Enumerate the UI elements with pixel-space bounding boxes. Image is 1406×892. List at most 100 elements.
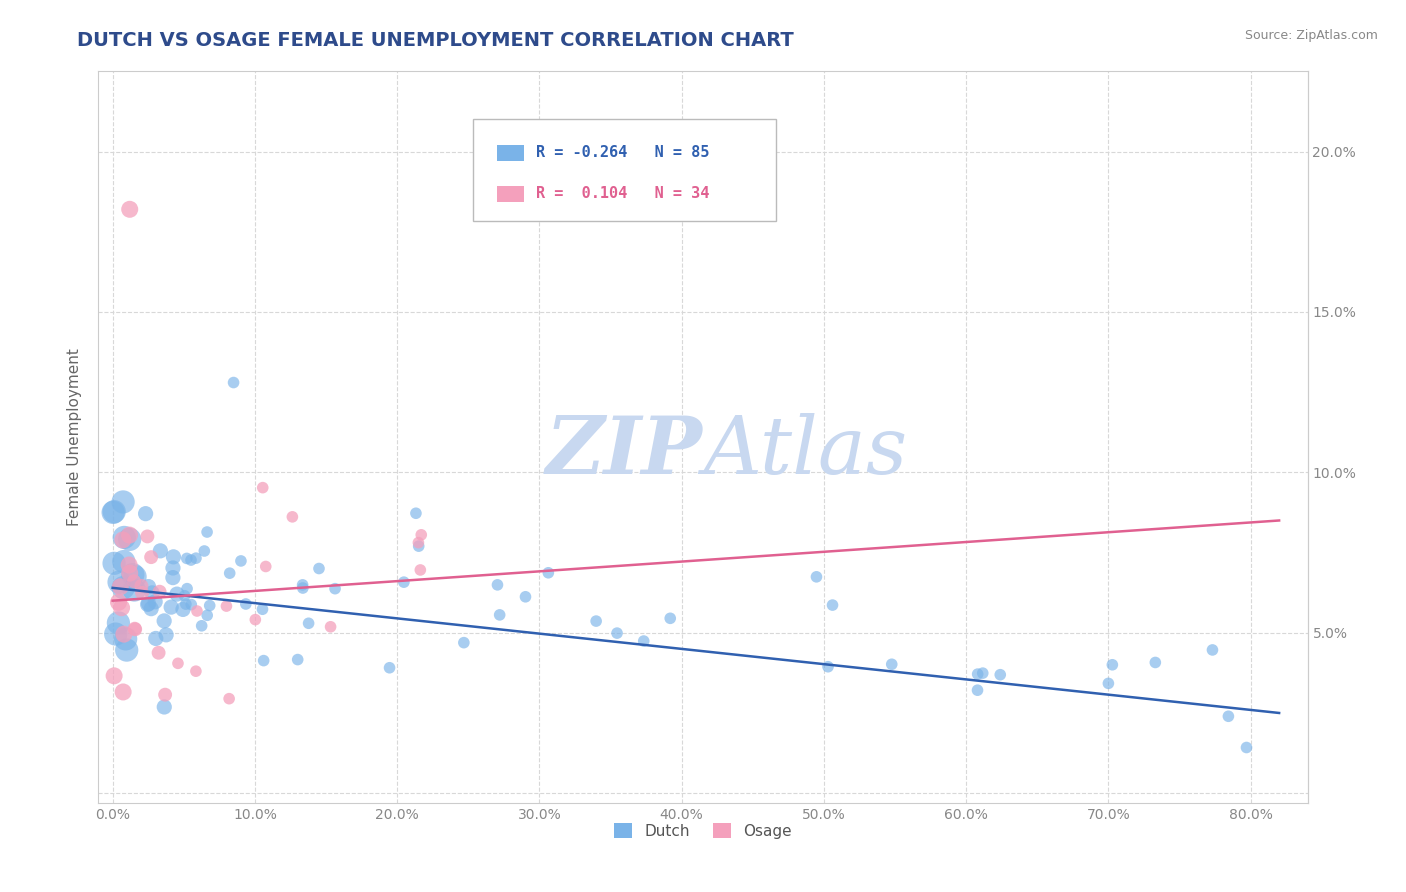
Point bbox=[606, 626, 628, 640]
Point bbox=[215, 599, 238, 613]
Point bbox=[122, 574, 145, 589]
Point bbox=[172, 602, 194, 616]
Point bbox=[103, 557, 125, 571]
Point bbox=[176, 551, 198, 566]
Text: ZIP: ZIP bbox=[546, 413, 703, 491]
Point bbox=[124, 582, 146, 597]
FancyBboxPatch shape bbox=[474, 119, 776, 221]
Point bbox=[141, 601, 163, 615]
Point bbox=[988, 667, 1011, 681]
Point bbox=[153, 700, 176, 714]
Point bbox=[378, 661, 401, 675]
Point bbox=[229, 554, 252, 568]
Point bbox=[184, 664, 207, 678]
Point bbox=[222, 376, 245, 390]
Point bbox=[101, 505, 124, 519]
Point bbox=[195, 524, 218, 539]
Point bbox=[176, 582, 198, 596]
Point bbox=[966, 683, 988, 698]
Point bbox=[319, 620, 342, 634]
Point bbox=[1218, 709, 1240, 723]
Point bbox=[111, 533, 134, 547]
Point bbox=[104, 627, 127, 641]
Point bbox=[409, 563, 432, 577]
Point bbox=[118, 202, 141, 217]
Point bbox=[453, 635, 475, 649]
Point bbox=[806, 570, 828, 584]
Point bbox=[118, 558, 141, 572]
Point bbox=[488, 607, 510, 622]
Point bbox=[139, 550, 162, 565]
Point bbox=[167, 657, 190, 671]
Point bbox=[110, 600, 132, 615]
Point bbox=[112, 627, 135, 641]
Legend: Dutch, Osage: Dutch, Osage bbox=[606, 815, 800, 847]
Point bbox=[135, 507, 157, 521]
Point bbox=[136, 529, 159, 543]
Point bbox=[408, 539, 430, 553]
Point bbox=[149, 544, 172, 558]
Point bbox=[124, 622, 146, 636]
Point bbox=[145, 632, 167, 646]
Point bbox=[253, 654, 276, 668]
Point bbox=[190, 619, 212, 633]
Point bbox=[308, 561, 330, 575]
Point bbox=[112, 530, 135, 544]
Point bbox=[112, 555, 135, 569]
Point bbox=[287, 652, 309, 666]
Point bbox=[124, 570, 146, 584]
Point bbox=[880, 657, 903, 672]
Point bbox=[323, 582, 346, 596]
Point bbox=[218, 691, 240, 706]
Point bbox=[121, 567, 143, 582]
Y-axis label: Female Unemployment: Female Unemployment bbox=[67, 348, 83, 526]
Point bbox=[186, 604, 208, 618]
Point bbox=[291, 578, 314, 592]
Point bbox=[821, 598, 844, 612]
Point bbox=[281, 509, 304, 524]
Point bbox=[1236, 740, 1258, 755]
Point bbox=[972, 666, 994, 681]
Point bbox=[149, 584, 172, 599]
Point bbox=[118, 528, 141, 542]
Point bbox=[1101, 657, 1123, 672]
Point bbox=[180, 553, 202, 567]
Point bbox=[136, 598, 159, 612]
FancyBboxPatch shape bbox=[498, 186, 524, 202]
Text: Source: ZipAtlas.com: Source: ZipAtlas.com bbox=[1244, 29, 1378, 42]
Point bbox=[114, 632, 136, 646]
Point bbox=[218, 566, 240, 581]
Point bbox=[537, 566, 560, 580]
Point bbox=[173, 589, 195, 603]
Point bbox=[131, 579, 153, 593]
Point bbox=[180, 598, 202, 612]
Point bbox=[193, 544, 215, 558]
Point bbox=[107, 615, 129, 630]
Point bbox=[198, 599, 221, 613]
Point bbox=[297, 616, 319, 631]
Point bbox=[585, 614, 607, 628]
Point bbox=[254, 559, 277, 574]
Point bbox=[966, 667, 988, 681]
Point bbox=[155, 628, 177, 642]
Point bbox=[195, 608, 218, 623]
Point bbox=[162, 549, 184, 564]
Point bbox=[112, 495, 135, 509]
Point bbox=[143, 595, 166, 609]
Point bbox=[1097, 676, 1119, 690]
Point bbox=[118, 566, 141, 581]
Point bbox=[252, 481, 274, 495]
Point bbox=[1201, 643, 1223, 657]
Point bbox=[138, 597, 160, 611]
Point bbox=[103, 669, 125, 683]
Point bbox=[174, 597, 197, 611]
Point bbox=[1144, 656, 1167, 670]
Point bbox=[162, 561, 184, 575]
Point bbox=[486, 578, 509, 592]
Point bbox=[103, 505, 125, 519]
Point bbox=[131, 586, 153, 600]
Point bbox=[138, 580, 160, 594]
Text: DUTCH VS OSAGE FEMALE UNEMPLOYMENT CORRELATION CHART: DUTCH VS OSAGE FEMALE UNEMPLOYMENT CORRE… bbox=[77, 31, 794, 50]
FancyBboxPatch shape bbox=[498, 145, 524, 161]
Point bbox=[184, 551, 207, 566]
